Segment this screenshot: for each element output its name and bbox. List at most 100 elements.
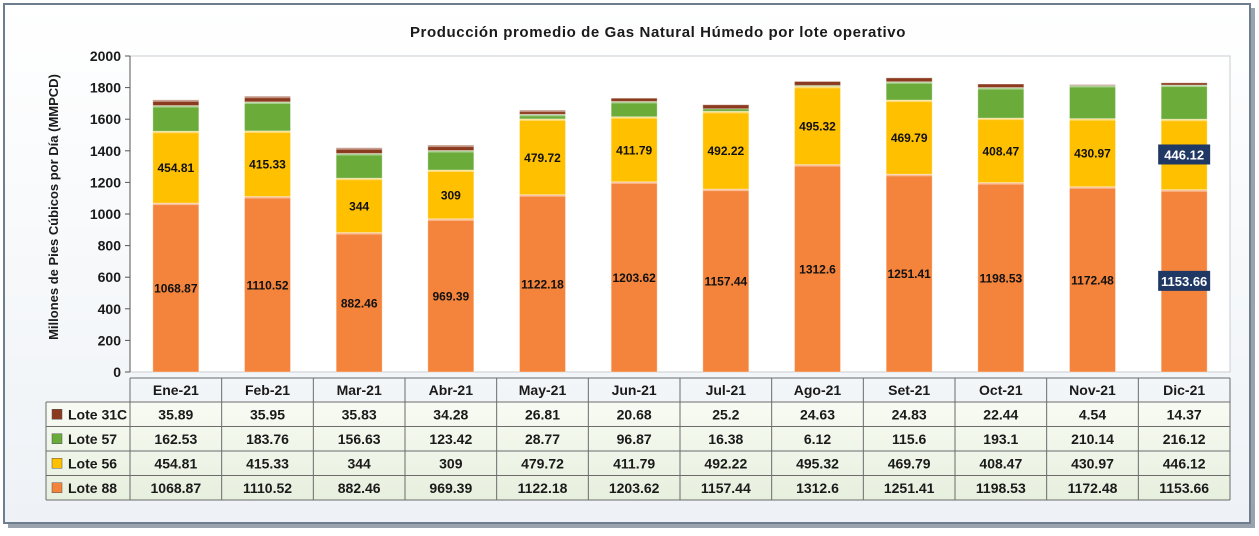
bar-segment (427, 150, 475, 171)
bar-bevel (244, 196, 291, 199)
bar-data-label: 408.47 (982, 144, 1019, 158)
highlight-label-box (1158, 270, 1211, 291)
bar-data-label: 1203.62 (612, 271, 656, 285)
bar-data-label: 1172.48 (1071, 273, 1114, 287)
legend-swatch (51, 458, 63, 469)
table-cell-value: 35.95 (250, 406, 285, 422)
bar-data-label: 415.33 (249, 158, 286, 172)
highlight-label-box (1158, 144, 1211, 165)
bar-bevel (336, 178, 383, 181)
bar-segment (610, 100, 658, 118)
bar-bevel (886, 100, 933, 103)
table-cell-value: 1203.62 (609, 480, 660, 496)
legend-series-name: Lote 57 (68, 431, 117, 447)
y-tick-label: 2000 (90, 48, 121, 64)
table-header-category: Jul-21 (706, 382, 747, 398)
plot-area (129, 55, 1231, 373)
bar-segment (1069, 84, 1116, 86)
bar-segment (152, 202, 200, 373)
bar-bevel (244, 96, 291, 99)
bar-bevel (886, 174, 933, 177)
bar-bevel (702, 189, 749, 192)
bar-data-label: 469.79 (891, 131, 928, 145)
y-tick-label: 600 (98, 269, 122, 285)
legend-swatch (51, 433, 63, 444)
bar-segment (335, 147, 383, 154)
table-cell-value: 210.14 (1071, 431, 1114, 447)
bar-data-label: 1198.53 (979, 271, 1022, 285)
bar-segment (519, 109, 566, 115)
bar-bevel (152, 105, 199, 108)
bar-segment (244, 130, 291, 198)
table-cell-value: 35.83 (342, 406, 377, 422)
bar-data-label: 430.97 (1074, 147, 1111, 161)
y-tick-label: 1800 (90, 80, 121, 96)
bar-data-label: 495.32 (799, 119, 836, 133)
table-cell-value: 162.53 (154, 431, 197, 447)
bar-bevel (152, 203, 199, 206)
y-tick-label: 1200 (90, 174, 121, 190)
table-header-category: Feb-21 (245, 382, 290, 398)
y-tick-label: 1400 (90, 143, 121, 159)
bar-segment (152, 99, 200, 107)
table-cell-value: 34.28 (433, 406, 468, 422)
legend-swatch (51, 482, 63, 493)
bar-segment (1160, 84, 1208, 120)
bar-data-label: 1157.44 (704, 275, 747, 289)
bar-bevel (427, 145, 474, 148)
table-cell-value: 123.42 (429, 431, 472, 447)
bar-bevel (1161, 85, 1208, 88)
table-header-category: Nov-21 (1069, 382, 1116, 398)
bar-bevel (336, 232, 383, 235)
table-cell-value: 156.63 (338, 431, 381, 447)
bar-bevel (794, 164, 841, 167)
bar-segment (794, 164, 841, 373)
bar-data-label: 411.79 (616, 143, 652, 157)
table-cell-value: 411.79 (613, 455, 655, 471)
legend-series-name: Lote 88 (68, 480, 117, 496)
y-tick-label: 800 (98, 238, 122, 254)
bar-data-label: 969.39 (432, 289, 469, 303)
table-header-category: Abr-21 (429, 382, 474, 398)
bar-bevel (702, 111, 749, 114)
legend-swatch (51, 409, 63, 420)
bar-bevel (152, 99, 199, 102)
bar-segment (977, 117, 1025, 184)
table-cell-value: 26.81 (525, 406, 560, 422)
table-cell-value: 415.33 (246, 455, 289, 471)
table-header-category: Oct-21 (979, 382, 1023, 398)
bar-data-label: 882.46 (341, 296, 378, 310)
bar-data-label: 1068.87 (154, 282, 198, 296)
bar-segment (885, 99, 933, 175)
bar-bevel (1161, 119, 1208, 122)
bar-segment (152, 105, 200, 132)
table-header-category: Ago-21 (794, 382, 842, 398)
bar-segment (702, 110, 750, 190)
bar-bevel (977, 87, 1024, 90)
table-cell-value: 96.87 (617, 431, 652, 447)
table-header-category: Ene-21 (153, 382, 199, 398)
table-cell-value: 22.44 (983, 406, 1018, 422)
bar-segment (335, 232, 383, 373)
bar-segment (885, 81, 933, 101)
bar-segment (427, 218, 475, 373)
bar-data-label: 1110.52 (246, 278, 288, 292)
bar-bevel (519, 114, 566, 117)
table-cell-value: 1122.18 (518, 480, 568, 496)
bar-bevel (244, 101, 291, 104)
table-cell-value: 1198.53 (976, 480, 1026, 496)
table-cell-value: 969.39 (429, 480, 472, 496)
bar-data-label: 1153.66 (1161, 274, 1207, 289)
table-cell-value: 309 (439, 455, 463, 471)
y-axis-label: Millones de Pies Cúbicos por Día (MMPCD) (46, 74, 61, 340)
bar-bevel (794, 86, 841, 89)
bar-segment (1069, 186, 1116, 373)
bar-segment (1069, 84, 1116, 120)
bar-segment (794, 85, 841, 166)
table-cell-value: 1153.66 (1159, 480, 1209, 496)
table-cell-value: 469.79 (888, 455, 931, 471)
bar-segment (977, 87, 1025, 119)
bar-segment (427, 144, 475, 152)
bar-data-label: 1251.41 (887, 267, 931, 281)
